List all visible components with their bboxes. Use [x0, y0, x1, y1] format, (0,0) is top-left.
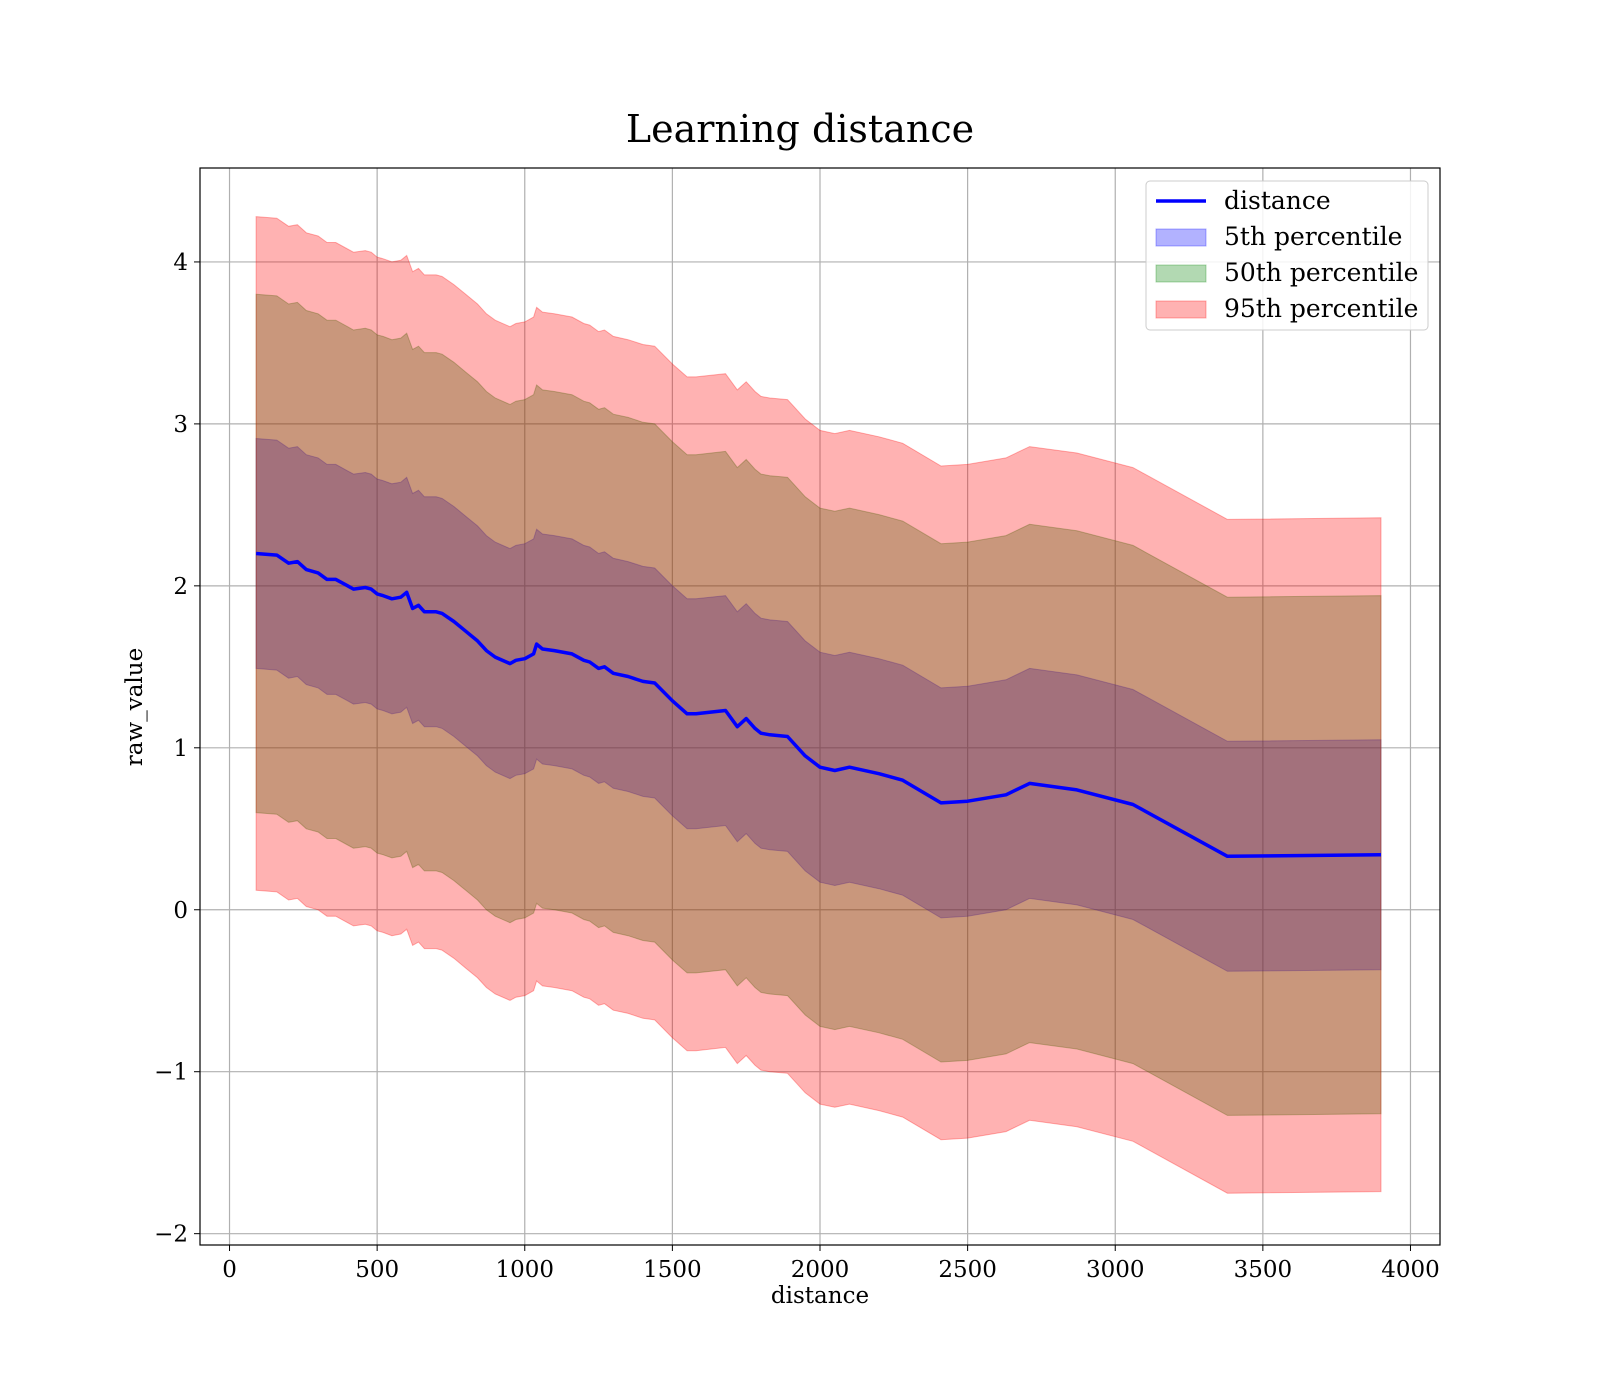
y-tick-label: 4 [173, 250, 188, 276]
percentile-bands [255, 216, 1382, 1194]
y-tick-label: 2 [173, 574, 188, 600]
legend-swatch-patch [1155, 264, 1207, 283]
x-tick-label: 1000 [495, 1257, 554, 1283]
axis-ticks: 0 500 1000 1500 2000 2500 3000 3500 4000 −2 −1 0 1 2 3… [154, 250, 1440, 1283]
legend-box [1145, 180, 1429, 331]
x-tick-label: 2500 [938, 1257, 997, 1283]
y-tick-label: 3 [173, 412, 188, 438]
chart-title: Learning distance [626, 107, 974, 151]
legend-label: 95th percentile [1224, 294, 1418, 323]
grid [200, 168, 1440, 1245]
distance-series [255, 551, 1382, 859]
x-tick-label: 3000 [1086, 1257, 1145, 1283]
x-tick-label: 500 [355, 1257, 399, 1283]
legend: distance 5th percentile 50th percentile 95t… [1145, 180, 1429, 331]
x-axis-label: distance [771, 1283, 869, 1309]
y-axis-label: raw_value [122, 648, 148, 766]
x-tick-label: 1500 [643, 1257, 702, 1283]
5th-percentile-band [255, 437, 1382, 972]
legend-label: 5th percentile [1224, 222, 1402, 251]
95th-percentile-band [255, 216, 1382, 1194]
distance-line [255, 551, 1382, 859]
y-tick-label: 0 [173, 898, 188, 924]
x-tick-label: 0 [222, 1257, 237, 1283]
legend-label: distance [1224, 186, 1331, 215]
x-tick-label: 4000 [1381, 1257, 1440, 1283]
legend-swatch-patch [1155, 228, 1207, 247]
y-tick-label: 1 [173, 736, 188, 762]
y-tick-label: −2 [154, 1222, 188, 1248]
legend-label: 50th percentile [1224, 258, 1418, 287]
legend-swatch-patch [1155, 300, 1207, 319]
50th-percentile-band [255, 293, 1382, 1116]
y-tick-label: −1 [154, 1060, 188, 1086]
x-tick-label: 2000 [791, 1257, 850, 1283]
x-tick-label: 3500 [1234, 1257, 1293, 1283]
